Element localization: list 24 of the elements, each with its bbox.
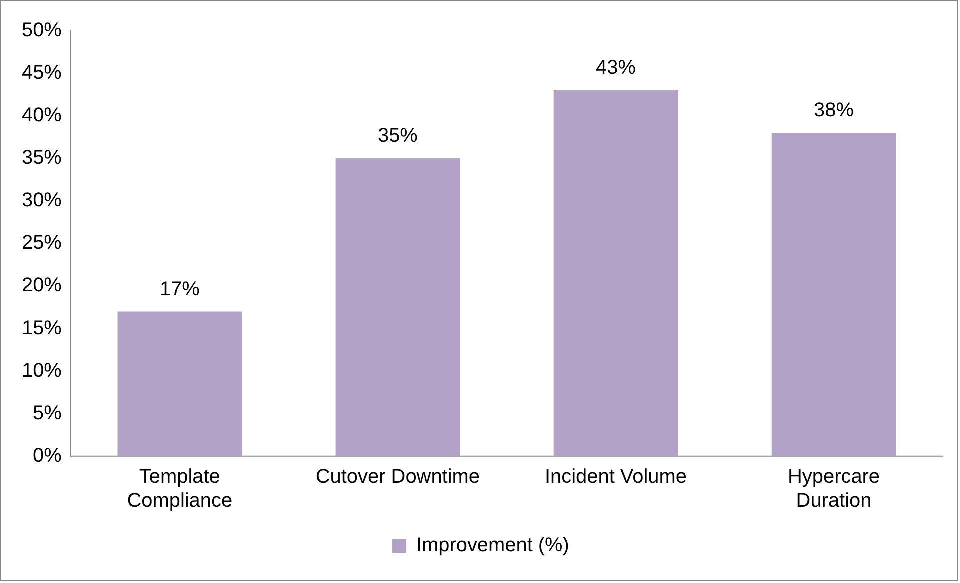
data-label: 17% xyxy=(160,278,200,300)
bar xyxy=(554,90,678,456)
y-tick-label: 0% xyxy=(33,444,62,467)
y-tick-label: 30% xyxy=(22,190,62,212)
data-label: 43% xyxy=(596,57,636,80)
bar xyxy=(336,158,460,456)
y-tick-label: 50% xyxy=(22,19,62,42)
y-tick-label: 45% xyxy=(22,62,62,84)
bar xyxy=(118,312,242,456)
data-label: 35% xyxy=(378,125,418,148)
x-tick-label: Hypercare Duration xyxy=(788,466,880,512)
y-tick-label: 40% xyxy=(22,104,62,126)
y-tick-label: 5% xyxy=(33,402,62,424)
y-tick-label: 25% xyxy=(22,232,62,254)
data-label: 38% xyxy=(814,100,854,122)
x-tick-label: Incident Volume xyxy=(544,466,687,488)
x-tick-label: Template Compliance xyxy=(127,466,233,512)
y-tick-label: 20% xyxy=(22,274,62,297)
y-tick-label: 10% xyxy=(22,360,62,382)
y-tick-label: 15% xyxy=(22,317,62,340)
x-tick-label: Cutover Downtime xyxy=(316,466,480,488)
y-tick-label: 35% xyxy=(22,147,62,170)
legend-label: Improvement (%) xyxy=(416,534,570,557)
bar xyxy=(772,133,896,456)
